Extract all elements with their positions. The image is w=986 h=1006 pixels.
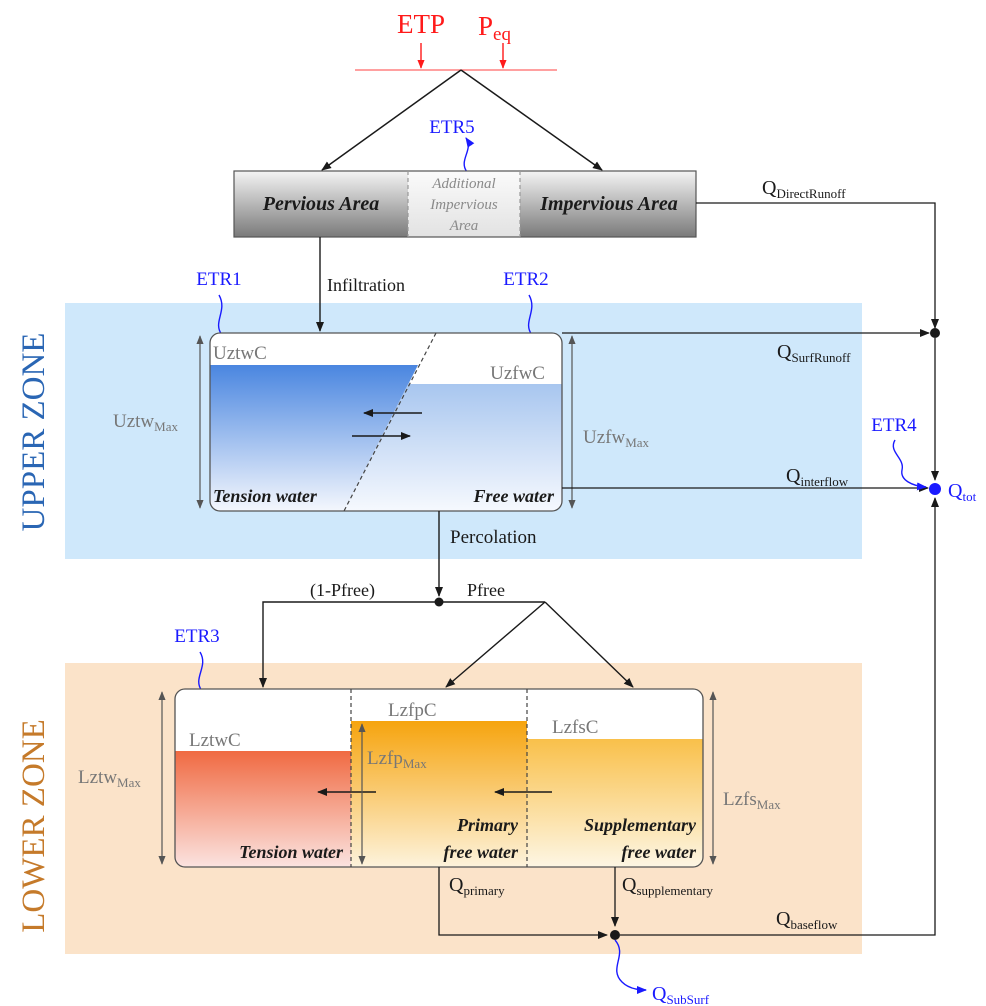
lower-tension-water-label: Tension water	[239, 842, 344, 862]
lztw-max-label: LztwMax	[78, 767, 141, 790]
etr4-wavy-arrow	[892, 439, 927, 491]
additional-impervious-area	[408, 171, 520, 237]
etr5-label: ETR5	[429, 117, 474, 138]
impervious-area-label: Impervious Area	[539, 193, 678, 215]
peq-label: Peq	[478, 11, 511, 45]
etp-label: ETP	[397, 9, 445, 39]
uzfw-max-label: UzfwMax	[583, 427, 650, 450]
split-arrow-left	[321, 69, 462, 171]
additional-label-1: Additional	[431, 176, 495, 192]
upper-tension-water-label: Tension water	[213, 486, 318, 506]
uzfwc-label: UzfwC	[490, 363, 545, 384]
supplementary-free-water-fill	[527, 739, 703, 867]
etr5-wavy-arrow	[463, 137, 475, 173]
qtot-dot	[929, 483, 941, 495]
primary-label-2: free water	[444, 842, 519, 862]
percolation-label: Percolation	[450, 527, 537, 548]
area-box: Pervious Area Additional Impervious Area…	[233, 170, 697, 238]
q-primary-label: Qprimary	[449, 874, 505, 898]
pfree-label: Pfree	[467, 580, 505, 600]
upper-free-water-fill	[344, 384, 562, 511]
lzfsc-label: LzfsC	[552, 717, 598, 738]
upper-divider	[343, 332, 437, 512]
q-supplementary-label: Qsupplementary	[622, 874, 713, 898]
q-tot-label: Qtot	[948, 480, 977, 504]
lzfs-max-label: LzfsMax	[723, 789, 781, 812]
primary-outflow-line	[438, 867, 608, 939]
etr3-label: ETR3	[174, 626, 219, 647]
baseflow-arrow	[620, 497, 939, 936]
infiltration-label: Infiltration	[327, 275, 405, 295]
uztw-max-label: UztwMax	[113, 411, 178, 434]
etr3-wavy-line	[198, 651, 204, 692]
upper-free-water-label: Free water	[473, 486, 555, 506]
etr1-wavy-line	[217, 294, 223, 336]
directrunoff-arrow	[696, 202, 939, 329]
upper-zone-title: UPPER ZONE	[16, 333, 52, 532]
upper-zone-tank: UztwC UzfwC Tension water Free water	[209, 332, 563, 512]
to-primary-arrow	[445, 601, 546, 688]
upper-tension-water-fill	[210, 365, 418, 511]
additional-label-3: Area	[449, 218, 479, 234]
supplementary-label-2: free water	[622, 842, 697, 862]
one-minus-pfree-label: (1-Pfree)	[310, 580, 375, 601]
uztwc-label: UztwC	[213, 343, 267, 364]
lower-tension-water-fill	[175, 751, 351, 867]
lower-zone-tank: LztwC LzfpC LzfsC LzfpMax Tension water …	[174, 688, 704, 868]
etr1-label: ETR1	[196, 269, 241, 290]
subsurf-wavy-arrow	[614, 939, 647, 994]
q-baseflow-label: Qbaseflow	[776, 908, 838, 932]
lzfp-max-label: LzfpMax	[367, 748, 427, 771]
etr4-label: ETR4	[871, 415, 917, 436]
pervious-area	[234, 171, 408, 237]
to-lower-tension-arrow	[259, 601, 439, 688]
q-directrunoff-label: QDirectRunoff	[762, 177, 846, 201]
supplementary-label-1: Supplementary	[584, 815, 697, 835]
etr2-label: ETR2	[503, 269, 548, 290]
impervious-area	[520, 171, 696, 237]
etr2-wavy-line	[527, 294, 533, 336]
lztwc-label: LztwC	[189, 730, 241, 751]
q-subsurf-label: QSubSurf	[652, 983, 710, 1006]
to-supplementary-arrow	[544, 601, 634, 688]
additional-label-2: Impervious	[429, 197, 498, 213]
split-arrow-right	[460, 69, 603, 171]
baseflow-junction-dot	[610, 930, 620, 940]
surf-junction-dot	[930, 328, 940, 338]
q-interflow-label: Qinterflow	[786, 465, 849, 489]
lzfpc-label: LzfpC	[388, 700, 437, 721]
pervious-area-label: Pervious Area	[262, 193, 379, 215]
q-surfrunoff-label: QSurfRunoff	[777, 341, 851, 365]
primary-label-1: Primary	[456, 815, 519, 835]
lower-zone-title: LOWER ZONE	[16, 719, 52, 933]
